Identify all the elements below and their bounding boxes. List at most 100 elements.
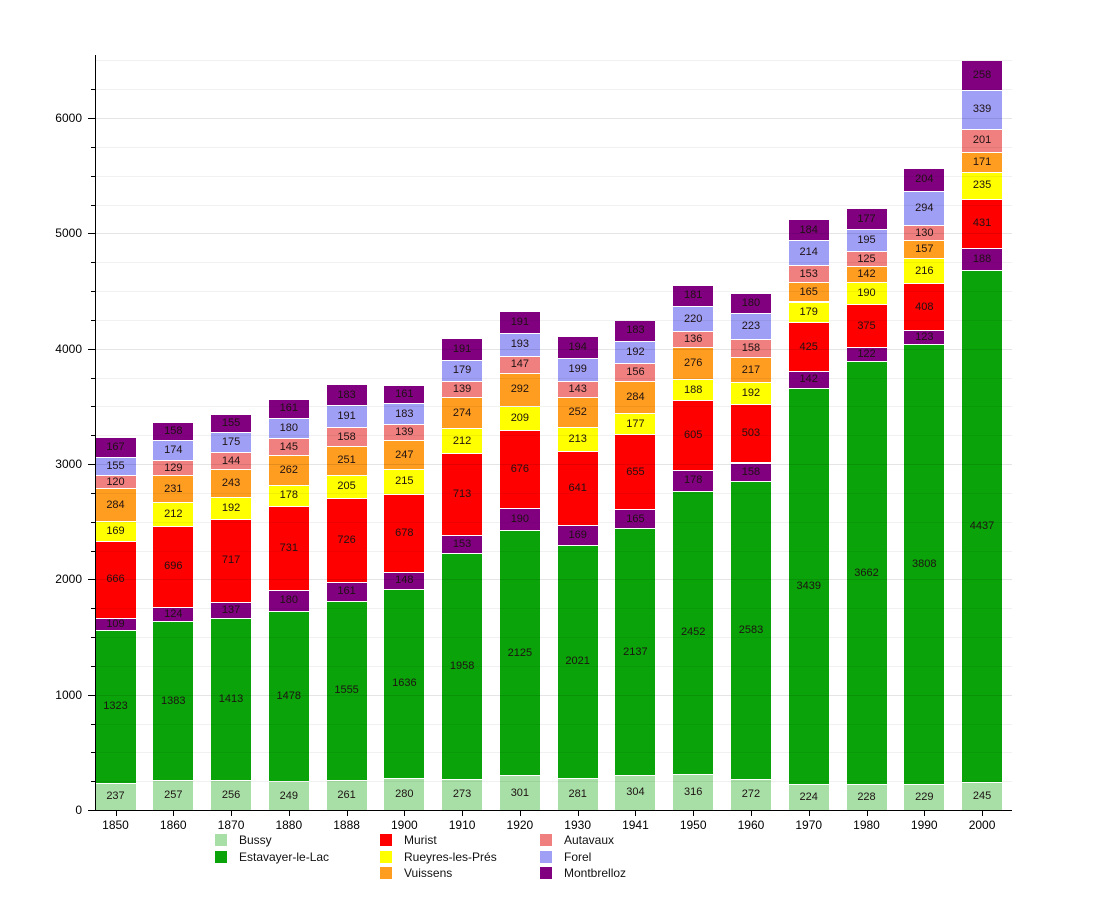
segment-value-label: 666 <box>106 573 125 586</box>
bar-segment-estavayer-le-lac-1960: 2583 <box>730 480 771 779</box>
bar-segment-estavayer-le-lac-1990: 3808 <box>904 344 945 784</box>
bar-segment-forel-1870: 175 <box>211 432 252 453</box>
bar-segment-forel-1980: 195 <box>846 228 887 252</box>
bar-segment-estavayer-le-lac-1941: 2137 <box>615 528 656 775</box>
segment-value-label: 2021 <box>565 655 590 668</box>
bar-segment-vuissens-1860: 231 <box>153 475 194 502</box>
bar-segment-autavaux-1900: 139 <box>384 424 425 441</box>
segment-value-label: 258 <box>972 68 992 81</box>
x-tick <box>346 810 348 816</box>
y-major-tick <box>88 579 95 581</box>
bar-segment-forel-1880: 180 <box>268 417 309 439</box>
bar-segment-unlabeled-1888: 161 <box>326 581 367 601</box>
segment-value-label: 153 <box>452 537 472 550</box>
segment-value-label: 292 <box>510 383 530 396</box>
bar-segment-estavayer-le-lac-1930: 2021 <box>557 544 598 778</box>
segment-value-label: 224 <box>799 791 818 804</box>
segment-value-label: 2137 <box>623 645 648 658</box>
segment-value-label: 231 <box>164 482 183 495</box>
legend-color-swatch <box>540 867 552 879</box>
bar-segment-murist-1960: 503 <box>730 404 771 463</box>
segment-value-label: 183 <box>626 324 645 337</box>
bar-segment-rueyres-les-prs-1930: 213 <box>557 426 598 452</box>
segment-value-label: 188 <box>972 253 992 266</box>
y-major-tick <box>88 348 95 350</box>
segment-value-label: 235 <box>972 179 992 192</box>
segment-value-label: 257 <box>164 789 183 802</box>
segment-value-label: 145 <box>279 440 298 453</box>
bar-segment-unlabeled-1850: 109 <box>95 617 136 631</box>
bar-segment-vuissens-1950: 276 <box>673 346 714 379</box>
bar-segment-vuissens-1970: 165 <box>788 282 829 302</box>
x-tick-label-1980: 1980 <box>853 818 880 832</box>
bar-segment-unlabeled-1900: 148 <box>384 571 425 590</box>
bar-segment-estavayer-le-lac-1870: 1413 <box>211 617 252 781</box>
bar-segment-bussy-1860: 257 <box>153 780 194 810</box>
bar-segment-montbrelloz-1970: 184 <box>788 218 829 241</box>
bar-segment-murist-1920: 676 <box>499 430 540 509</box>
legend-color-swatch <box>380 834 392 846</box>
segment-value-label: 193 <box>510 338 530 351</box>
y-minor-tick <box>91 752 95 754</box>
bar-segment-montbrelloz-1960: 180 <box>730 292 771 314</box>
segment-value-label: 339 <box>972 103 992 116</box>
legend-label: Montbrelloz <box>564 866 627 880</box>
bar-segment-montbrelloz-1850: 167 <box>95 437 136 457</box>
segment-value-label: 179 <box>452 364 472 377</box>
x-axis-line <box>95 810 1012 811</box>
bar-segment-vuissens-1960: 217 <box>730 357 771 383</box>
segment-value-label: 136 <box>684 333 703 346</box>
segment-value-label: 696 <box>164 560 183 573</box>
y-minor-tick <box>91 521 95 523</box>
segment-value-label: 123 <box>915 331 934 344</box>
x-tick-label-1850: 1850 <box>102 818 129 832</box>
segment-value-label: 243 <box>221 476 241 489</box>
bar-segment-rueyres-les-prs-1860: 212 <box>153 501 194 527</box>
segment-value-label: 209 <box>510 412 530 425</box>
bar-segment-forel-1850: 155 <box>95 456 136 475</box>
bar-segment-vuissens-1990: 157 <box>904 240 945 259</box>
segment-value-label: 142 <box>799 373 818 386</box>
bar-segment-murist-1941: 655 <box>615 433 656 510</box>
bar-segment-autavaux-1920: 147 <box>499 355 540 373</box>
bar-segment-bussy-1960: 272 <box>730 778 771 810</box>
bar-segment-murist-1860: 696 <box>153 526 194 607</box>
x-tick-label-1920: 1920 <box>506 818 534 832</box>
segment-value-label: 177 <box>626 417 645 430</box>
bar-segment-murist-1880: 731 <box>268 505 309 591</box>
bar-segment-rueyres-les-prs-1990: 216 <box>904 258 945 284</box>
bar-segment-murist-1900: 678 <box>384 493 425 572</box>
segment-value-label: 214 <box>799 246 818 259</box>
bar-segment-forel-1900: 183 <box>384 403 425 425</box>
bar-segment-vuissens-1870: 243 <box>211 468 252 497</box>
x-tick-label-1880: 1880 <box>275 818 303 832</box>
y-minor-tick <box>91 262 95 264</box>
segment-value-label: 217 <box>741 363 761 376</box>
segment-value-label: 4437 <box>969 519 995 532</box>
segment-value-label: 147 <box>510 358 530 371</box>
segment-value-label: 157 <box>915 243 934 256</box>
x-tick-label-1990: 1990 <box>910 818 938 832</box>
segment-value-label: 191 <box>510 316 530 329</box>
x-tick <box>577 810 579 816</box>
bar-segment-rueyres-les-prs-1910: 212 <box>442 428 483 453</box>
segment-value-label: 272 <box>741 788 761 801</box>
bar-segment-unlabeled-1970: 142 <box>788 371 829 388</box>
segment-value-label: 256 <box>221 789 241 802</box>
bar-segment-rueyres-les-prs-1900: 215 <box>384 468 425 494</box>
bar-segment-murist-1870: 717 <box>211 519 252 602</box>
segment-value-label: 161 <box>279 402 298 415</box>
bar-segment-bussy-1980: 228 <box>846 783 887 810</box>
segment-value-label: 281 <box>568 787 587 800</box>
bar-segment-bussy-1920: 301 <box>499 775 540 810</box>
x-tick-label-1910: 1910 <box>448 818 476 832</box>
x-tick <box>462 810 464 816</box>
bar-segment-murist-1970: 425 <box>788 322 829 372</box>
bar-segment-bussy-2000: 245 <box>962 781 1003 810</box>
bar-segment-montbrelloz-1980: 177 <box>846 208 887 229</box>
bar-segment-estavayer-le-lac-1980: 3662 <box>846 361 887 784</box>
bar-segment-unlabeled-1990: 123 <box>904 330 945 345</box>
bar-segment-forel-1941: 192 <box>615 340 656 363</box>
segment-value-label: 1958 <box>449 659 475 672</box>
